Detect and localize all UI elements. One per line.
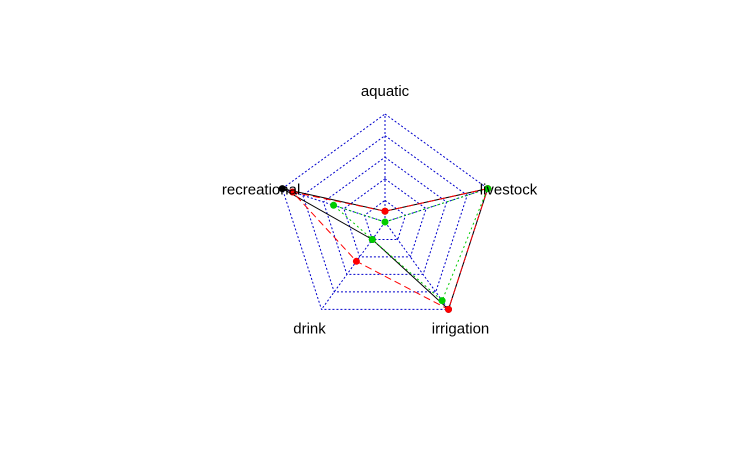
series-line-3 <box>333 187 489 302</box>
grid-spoke <box>321 221 386 310</box>
series-line-1 <box>282 187 489 311</box>
series-3-point-irrigation <box>438 297 446 305</box>
series-1-point-recreational <box>278 185 286 193</box>
grid-spoke <box>384 188 488 223</box>
axis-label-livestock: livestock <box>480 182 538 199</box>
axis-label-drink: drink <box>293 320 326 337</box>
axis-label-aquatic: aquatic <box>361 83 410 100</box>
series-2-point-aquatic <box>381 207 389 215</box>
axis-label-irrigation: irrigation <box>432 320 490 337</box>
series-3-point-drink <box>368 236 376 243</box>
grid-ring <box>322 156 448 275</box>
series-3-point-recreational <box>330 201 338 209</box>
radar-points <box>278 185 492 313</box>
series-2-point-drink <box>352 257 360 265</box>
radar-axis-labels: aquatic livestock irrigation drink recreatio… <box>222 83 538 337</box>
radar-series <box>282 187 489 311</box>
series-3-point-aquatic <box>381 218 389 226</box>
series-2-point-recreational <box>289 188 297 196</box>
series-2-point-irrigation <box>445 305 452 313</box>
axis-label-recreational: recreational <box>222 182 300 199</box>
grid-ring <box>363 199 407 240</box>
grid-ring <box>281 113 489 310</box>
series-3-point-livestock <box>484 185 492 193</box>
grid-ring <box>302 134 468 293</box>
grid-spoke <box>384 221 449 310</box>
series-line-2 <box>291 187 489 311</box>
